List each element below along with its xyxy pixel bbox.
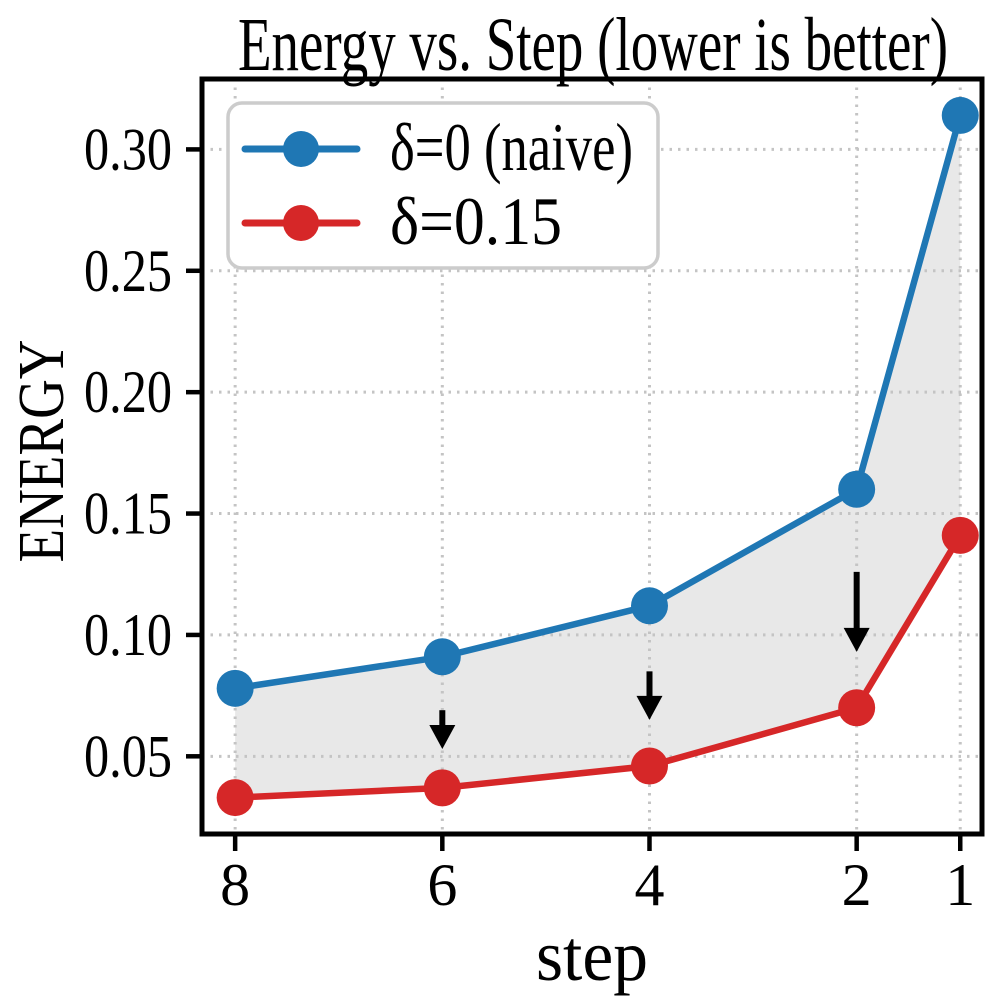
x-tick-label-8: 8 [220,852,250,918]
arrow-head [636,695,663,720]
x-axis-label: step [536,916,648,996]
series-1-point-x8 [216,779,254,817]
arrow-head [429,725,456,750]
x-tick-label-1: 1 [945,852,975,918]
legend-marker-1 [283,205,319,241]
arrow-head [843,627,870,652]
series-0-point-x4 [630,587,668,625]
series-0-point-x8 [216,669,254,707]
legend-box [226,101,660,270]
improvement-arrow-x6 [429,710,456,750]
series-layer [216,96,979,817]
y-tick-label-0.3: 0.30 [84,116,172,182]
series-1-point-x1 [941,516,979,554]
y-tick-label-0.2: 0.20 [84,359,172,425]
improvement-arrow-x2 [843,571,870,652]
series-1-point-x4 [630,747,668,785]
y-axis-label: ENERGY [5,340,78,563]
tick-marks-layer [186,147,963,851]
fill-between-layer [235,115,961,798]
legend-marker-0 [283,131,319,167]
fill-between-region [235,115,961,798]
series-0-point-x2 [838,470,876,508]
series-1-point-x6 [423,769,461,807]
plot-border [199,76,985,837]
series-0-point-x1 [941,96,979,134]
legend-label-delta-015: δ=0.15 [390,183,562,259]
arrows-layer [429,571,870,750]
chart-title: Energy vs. Step (lower is better) [238,3,948,87]
x-tick-label-2: 2 [842,852,872,918]
y-tick-label-0.1: 0.10 [84,602,172,668]
y-tick-label-0.25: 0.25 [84,238,172,304]
tick-labels-layer: 8 6 4 2 1 0.05 0.10 0.15 0.20 0.25 0.30 [84,116,975,918]
x-tick-label-4: 4 [634,852,664,918]
series-1-point-x2 [838,689,876,727]
y-tick-label-0.05: 0.05 [84,723,172,789]
y-tick-label-0.15: 0.15 [84,481,172,547]
x-tick-label-6: 6 [427,852,457,918]
series-0-point-x6 [423,638,461,676]
improvement-arrow-x4 [636,671,663,720]
legend: δ=0 (naive) δ=0.15 [226,101,660,270]
legend-label-delta-0-naive: δ=0 (naive) [390,109,633,185]
